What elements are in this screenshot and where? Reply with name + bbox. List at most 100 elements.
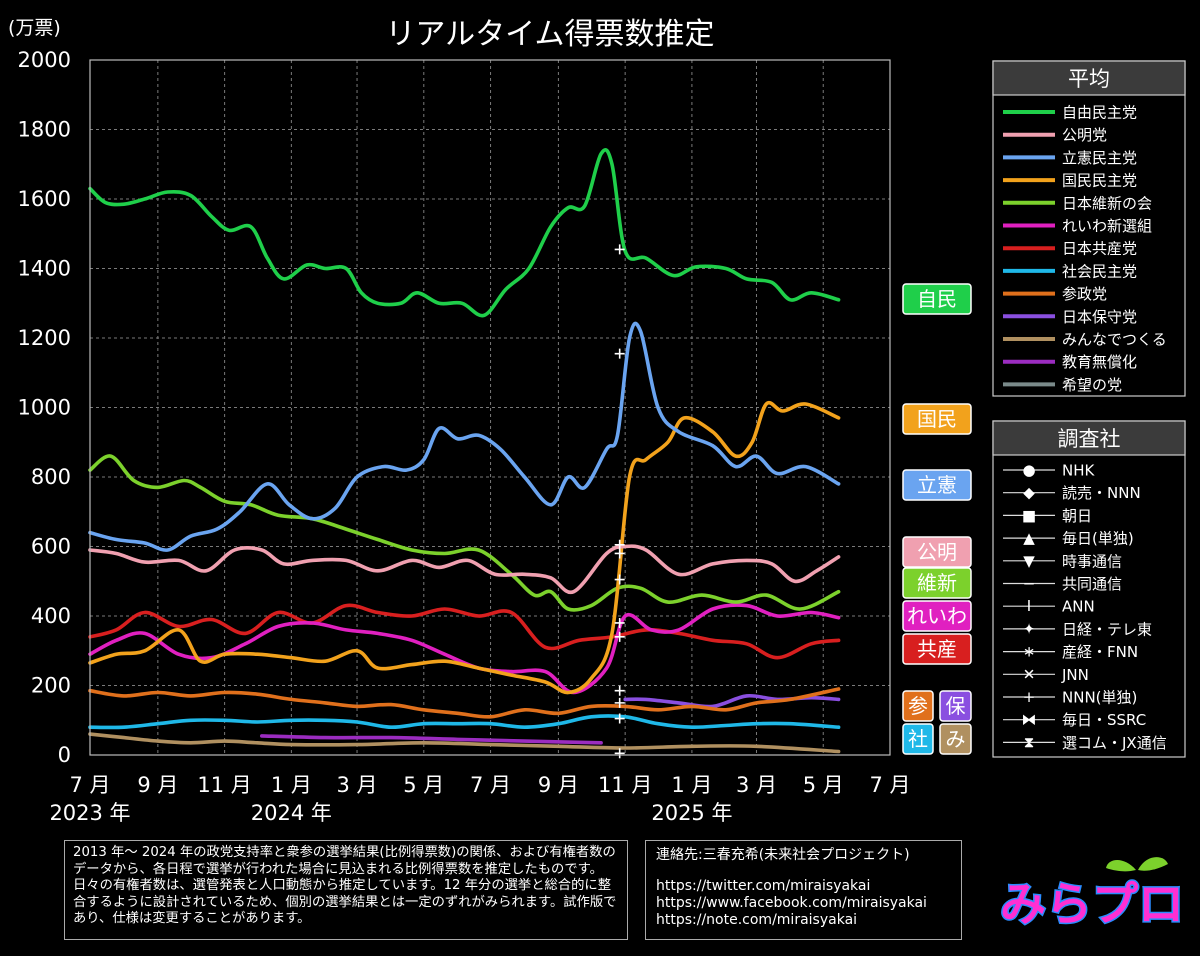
legend-series-label: 立憲民主党 <box>1062 149 1137 167</box>
legend-pollster-label: NNN(単独) <box>1062 689 1137 707</box>
party-tag-box <box>902 600 972 632</box>
party-tag-box <box>902 567 972 599</box>
x-tick-label: 1 月 <box>271 773 312 797</box>
x-tick-label: 3 月 <box>337 773 378 797</box>
party-tag-label: れいわ <box>907 604 967 628</box>
y-tick-label: 400 <box>31 604 71 628</box>
legend-series-label: れいわ新選組 <box>1062 217 1152 235</box>
election-marker <box>614 244 625 255</box>
x-tick-label: 3 月 <box>736 773 777 797</box>
x-year-label: 2025 年 <box>651 801 732 825</box>
link-twitter[interactable]: https://twitter.com/miraisyakai <box>656 878 871 894</box>
legend-pollster-item: ◆ 読売・NNN <box>1003 484 1141 502</box>
party-tag-label: 公明 <box>917 540 957 564</box>
party-tag: み <box>939 723 972 755</box>
election-marker <box>614 713 625 724</box>
legend-series-label: 参政党 <box>1062 285 1107 303</box>
party-tag: れいわ <box>902 600 972 632</box>
series-line <box>88 321 841 552</box>
legend-pollster-item: − 共同通信 <box>1003 575 1122 593</box>
party-tag-box <box>902 403 972 435</box>
legend-pollster-symbol: ■ <box>1022 506 1036 524</box>
legend-pollster-symbol: I <box>1027 597 1031 615</box>
legend-series-item: 立憲民主党 <box>1003 149 1137 167</box>
legend-series-item: 公明党 <box>1003 126 1107 144</box>
plot-frame <box>89 59 891 756</box>
legend-pollster-label: 日経・テレ東 <box>1062 620 1152 638</box>
series-line <box>260 734 603 745</box>
series-line <box>88 603 841 660</box>
party-tag-label: 自民 <box>917 287 957 311</box>
legend-series-item: みんなでつくる <box>1003 331 1167 349</box>
y-tick-label: 0 <box>58 743 71 767</box>
party-tag: 公明 <box>902 536 972 568</box>
party-tag-label: 保 <box>946 694 966 718</box>
legend-pollster-item: ▼ 時事通信 <box>1003 552 1122 570</box>
legend-pollster-item: ⧓ 毎日・SSRC <box>1003 711 1146 729</box>
legend-pollster-label: 時事通信 <box>1062 552 1122 570</box>
series-line <box>88 714 841 730</box>
party-tag: 保 <box>939 690 972 722</box>
legend-pollsters-box <box>992 420 1186 758</box>
legend-pollster-label: NHK <box>1062 462 1096 480</box>
legend-pollsters: 調査社 ● NHK ◆ 読売・NNN ■ 朝日 ▲ 毎日(単独) ▼ 時事通信 − 共同通信 I ANN ✦… <box>992 420 1186 758</box>
series-line <box>88 401 841 695</box>
series-line <box>88 603 841 695</box>
party-tag: 国民 <box>902 403 972 435</box>
election-marker <box>614 631 625 642</box>
legend-series-item: 日本保守党 <box>1003 308 1137 326</box>
legend-series-item: れいわ新選組 <box>1003 217 1152 235</box>
link-facebook[interactable]: https://www.facebook.com/miraisyakai <box>656 895 927 911</box>
party-tag: 自民 <box>902 283 972 315</box>
party-tag-box <box>902 633 972 665</box>
party-tag-box <box>939 690 972 722</box>
legend-series-item: 日本維新の会 <box>1003 194 1152 212</box>
x-tick-label: 7 月 <box>869 773 910 797</box>
x-tick-label: 5 月 <box>803 773 844 797</box>
logo-text: みらプロ <box>1000 877 1184 928</box>
y-tick-label: 600 <box>31 535 71 559</box>
methodology-note: 2013 年～ 2024 年の政党支持率と衆参の選挙結果(比例得票数)の関係、お… <box>64 840 628 940</box>
legend-pollster-symbol: ✦ <box>1023 620 1036 638</box>
legend-pollster-symbol: ● <box>1022 461 1035 479</box>
chart-title: リアルタイム得票数推定 <box>385 17 714 52</box>
series-line <box>88 544 841 595</box>
legend-series-item: 参政党 <box>1003 285 1107 303</box>
legend-pollster-symbol: ✕ <box>1023 665 1036 683</box>
legend-series-item: 教育無償化 <box>1003 353 1137 371</box>
legend-series-label: 公明党 <box>1062 126 1107 144</box>
logo-leaf-right <box>1138 857 1168 871</box>
party-tag-box <box>902 690 934 722</box>
legend-series-label: 教育無償化 <box>1062 353 1137 371</box>
election-marker <box>614 539 625 550</box>
link-note[interactable]: https://note.com/miraisyakai <box>656 912 858 928</box>
y-tick-label: 800 <box>31 465 71 489</box>
grid <box>89 59 891 756</box>
legend-series-label: 社会民主党 <box>1062 262 1137 280</box>
party-tag-label: み <box>946 727 966 751</box>
legend-pollster-item: ▲ 毎日(単独) <box>1003 529 1134 548</box>
x-year-label: 2024 年 <box>251 801 332 825</box>
legend-average: 平均 自由民主党公明党立憲民主党国民民主党日本維新の会れいわ新選組日本共産党社会… <box>992 60 1186 397</box>
y-tick-label: 200 <box>31 674 71 698</box>
y-tick-label: 2000 <box>18 48 71 72</box>
party-tag: 参 <box>902 690 934 722</box>
y-tick-label: 1400 <box>18 257 71 281</box>
x-tick-label: 5 月 <box>403 773 444 797</box>
logo-leaf-left <box>1106 860 1136 872</box>
legend-pollster-item: ✦ 日経・テレ東 <box>1003 620 1152 638</box>
x-tick-label: 1 月 <box>671 773 712 797</box>
election-markers <box>614 244 625 759</box>
legend-series-label: 日本保守党 <box>1062 308 1137 326</box>
election-marker <box>614 685 625 696</box>
legend-pollster-symbol: ◆ <box>1023 484 1035 502</box>
series-line <box>88 732 841 754</box>
legend-pollster-symbol: ⧓ <box>1022 711 1037 729</box>
party-tag-box <box>902 469 972 501</box>
x-year-label: 2023 年 <box>49 801 130 825</box>
contact-note: 連絡先:三春充希(未来社会プロジェクト) https://twitter.com… <box>645 840 962 940</box>
legend-pollster-label: ANN <box>1062 598 1095 616</box>
legend-series-label: 自由民主党 <box>1062 104 1137 122</box>
legend-pollsters-header <box>992 420 1186 456</box>
